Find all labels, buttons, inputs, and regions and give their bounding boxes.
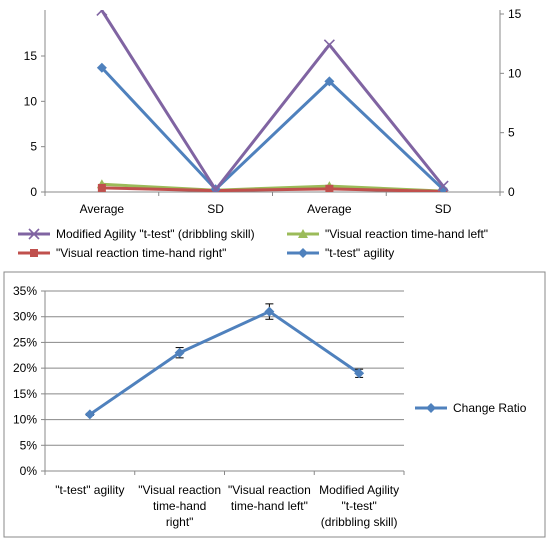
y-tick-label: 0% xyxy=(20,464,38,478)
y-left-tick-label: 5 xyxy=(30,140,37,154)
legend-label: "Visual reaction time-hand left" xyxy=(325,227,488,241)
y-tick-label: 10% xyxy=(13,413,37,427)
data-point xyxy=(264,306,275,317)
data-point-stroke-b xyxy=(437,180,449,192)
legend: Change Ratio xyxy=(415,401,527,415)
data-point xyxy=(437,180,449,192)
x-tick-label-line: right" xyxy=(166,515,194,529)
x-tick-label-line: "t-test" xyxy=(342,499,377,513)
data-point-stroke-b xyxy=(323,39,335,51)
y-left-tick-label: 15 xyxy=(24,49,38,63)
x-tick-label-line: "t-test" agility xyxy=(55,483,124,497)
data-point xyxy=(97,183,106,192)
series-line xyxy=(100,10,445,192)
legend-marker-stroke-b xyxy=(28,228,40,240)
y-left-tick-label: 0 xyxy=(30,185,37,199)
y-right-tick-label: 15 xyxy=(508,7,522,21)
x-tick-label-line: time-hand left" xyxy=(231,499,308,513)
data-point xyxy=(96,10,108,17)
x-tick-label: SD xyxy=(435,202,452,216)
x-tick-label-line: Modified Agility xyxy=(319,483,399,497)
legend-marker xyxy=(28,228,40,240)
series-line xyxy=(101,186,444,192)
legend-label: Change Ratio xyxy=(453,401,527,415)
legend-marker xyxy=(426,403,436,413)
y-left-tick-label: 10 xyxy=(24,94,38,108)
legend-marker xyxy=(30,249,38,257)
x-tick-label-line: (dribbling skill) xyxy=(321,515,398,529)
data-point xyxy=(84,409,95,420)
data-point xyxy=(354,368,365,379)
bottom-chart: 0% 5% 10% 15% 20% 25% 30% 35% "t-test" agility "V… xyxy=(13,284,527,529)
plot-area xyxy=(96,10,449,192)
data-point xyxy=(96,62,107,73)
legend-marker xyxy=(298,248,308,258)
y-right-tick-label: 5 xyxy=(508,126,515,140)
legend-label: "t-test" agility xyxy=(325,246,394,260)
data-point xyxy=(210,184,222,192)
series-line xyxy=(100,66,445,191)
legend-label: Modified Agility "t-test" (dribbling ski… xyxy=(56,227,255,241)
x-tick-label: Average xyxy=(307,202,352,216)
y-right-tick-label: 10 xyxy=(508,66,522,80)
x-tick-label-line: time-hand xyxy=(153,499,206,513)
data-point xyxy=(438,184,449,192)
data-point xyxy=(174,347,185,358)
y-tick-label: 25% xyxy=(13,335,37,349)
x-tick-label: SD xyxy=(207,202,224,216)
x-tick-label: Average xyxy=(80,202,125,216)
x-tick-label: "t-test" agility xyxy=(55,483,124,497)
x-tick-label-line: "Visual reaction xyxy=(228,483,311,497)
data-point xyxy=(323,39,335,51)
data-point-stroke-b xyxy=(96,10,104,17)
series-line xyxy=(101,182,444,192)
series-line xyxy=(89,310,360,416)
y-tick-label: 15% xyxy=(13,387,37,401)
x-tick-label: "Visual reaction time-hand right" xyxy=(138,483,221,529)
data-point xyxy=(325,184,334,192)
x-tick-label: Modified Agility "t-test" (dribbling skill… xyxy=(319,483,399,529)
x-tick-label: "Visual reaction time-hand left" xyxy=(228,483,311,513)
y-tick-label: 35% xyxy=(13,284,37,298)
data-point xyxy=(324,76,335,87)
legend-marker xyxy=(298,229,308,238)
data-point-stroke-b xyxy=(212,184,222,192)
legend-label: "Visual reaction time-hand right" xyxy=(56,246,226,260)
y-tick-label: 5% xyxy=(20,438,38,452)
x-tick-label-line: "Visual reaction xyxy=(138,483,221,497)
y-tick-label: 20% xyxy=(13,361,37,375)
y-tick-label: 30% xyxy=(13,310,37,324)
y-right-tick-label: 0 xyxy=(508,185,515,199)
top-chart: 0 5 10 15 0 5 10 15 Average SD Average SD Modified A… xyxy=(18,7,522,260)
legend: Modified Agility "t-test" (dribbling ski… xyxy=(18,227,488,260)
